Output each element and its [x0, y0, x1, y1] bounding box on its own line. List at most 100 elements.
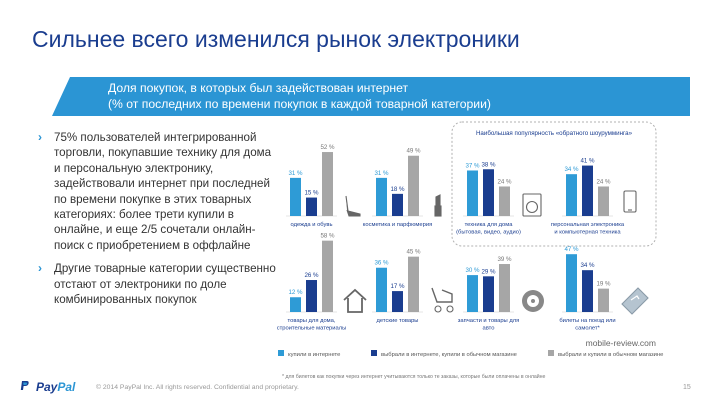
ticket-icon [621, 287, 649, 315]
bullet-list: › 75% пользователей интегрированной торг… [38, 130, 276, 315]
bar-group: 34 %41 % 24 % персональная электроника и ко… [551, 158, 637, 236]
data-label: 34 % [580, 262, 595, 269]
paypal-logo: PayPal [36, 380, 75, 394]
chevron-right-icon: › [38, 130, 42, 144]
data-label: 19 % [596, 281, 611, 288]
data-label: 15 % [304, 190, 319, 197]
slide-title: Сильнее всего изменился рынок электроник… [32, 26, 520, 52]
legend-swatch [548, 350, 554, 356]
legend-label: выбрали и купили в обычном магазине [558, 352, 663, 358]
category-label: самолет* [575, 326, 600, 332]
bar-group: 31 % 15 % 52 % одежда и обувь [286, 144, 361, 228]
bar [467, 170, 478, 216]
category-label: запчасти и товары для [458, 318, 519, 324]
bar [376, 267, 387, 312]
bar [290, 177, 301, 216]
category-label: и компьютерная техника [554, 230, 621, 236]
bar [483, 169, 494, 216]
bar [499, 186, 510, 216]
bar [408, 155, 419, 216]
bar [392, 193, 403, 216]
banner-line-1: Доля покупок, в которых был задействован… [108, 81, 409, 95]
smartphone-icon [623, 190, 637, 213]
data-label: 26 % [304, 272, 319, 279]
stroller-wheel [446, 305, 454, 313]
bar-group: 12 % 26 % 58 % товары для дома, строительные… [277, 233, 367, 332]
category-label: строительные материалы [277, 326, 347, 332]
data-label: 47 % [564, 246, 579, 253]
category-label: техника для дома [465, 222, 514, 228]
bar [582, 270, 593, 312]
category-label: косметика и парфюмерия [363, 222, 432, 228]
subtitle-banner [52, 77, 690, 116]
bar-group: 31 % 18 % 49 % косметика и парфюмерия [363, 148, 442, 228]
bar [566, 174, 577, 216]
data-label: 49 % [406, 148, 421, 155]
legend-item: выбрали и купили в обычном магазине [548, 350, 663, 358]
legend-item: выбрали в интернете, купили в обычном ма… [371, 350, 517, 358]
data-label: 31 % [374, 170, 389, 177]
bar [582, 165, 593, 216]
category-label: товары для дома, [288, 318, 336, 324]
wheel-icon [522, 290, 544, 312]
data-label: 34 % [564, 166, 579, 173]
bar-group: 30 % 29 %39 % запчасти и товары для авто [458, 256, 544, 332]
bar [566, 254, 577, 312]
bar [408, 256, 419, 312]
chevron-right-icon: › [38, 261, 42, 276]
bar [598, 186, 609, 216]
lipstick-tip [435, 194, 441, 207]
machine-body [522, 193, 542, 217]
bullet-item: › 75% пользователей интегрированной торг… [38, 130, 276, 253]
data-label: 31 % [288, 170, 303, 177]
bullet-text: Другие товарные категории существенно от… [54, 262, 276, 307]
category-label: персональная электроника [551, 222, 625, 228]
data-label: 30 % [465, 267, 480, 274]
data-label: 52 % [320, 144, 335, 151]
footnote: * для билетов как покупки через интернет… [282, 373, 546, 380]
data-label: 24 % [596, 178, 611, 185]
bullet-item: › Другие товарные категории существенно … [38, 261, 276, 307]
ticket-shape [621, 287, 649, 315]
bar [306, 197, 317, 216]
data-label: 39 % [497, 256, 512, 263]
banner-text: Доля покупок, в которых был задействован… [108, 80, 491, 112]
paypal-logo-icon [20, 381, 29, 390]
bar-group: 47 % 34 % 19 % билеты на поезд или самолет* [559, 246, 649, 332]
ticket-plane [630, 295, 640, 301]
bar [322, 152, 333, 216]
paypal-logo-text-pal: Pal [57, 380, 76, 394]
house-shape [343, 288, 367, 313]
stroller-icon [431, 287, 454, 313]
bar [392, 291, 403, 312]
machine-door [525, 200, 539, 214]
category-label: одежда и обувь [291, 222, 333, 228]
showrooming-box-title: Наибольшая популярность «обратного шоуру… [476, 130, 633, 137]
bar [322, 240, 333, 312]
stroller-frame [431, 287, 453, 303]
category-label: (бытовая, видео, аудио) [456, 230, 521, 236]
banner-line-2: (% от последних по времени покупок в каж… [108, 97, 491, 111]
data-label: 38 % [481, 161, 496, 168]
data-label: 17 % [390, 283, 405, 290]
bar-group: 36 % 17 % 45 % детские товары [372, 249, 454, 324]
bar-group: 37 % 38 % 24 % техника для дома (бытовая, ви… [456, 161, 542, 236]
data-label: 24 % [497, 178, 512, 185]
data-label: 29 % [481, 268, 496, 275]
data-label: 37 % [465, 162, 480, 169]
legend-swatch [278, 350, 284, 356]
bar [499, 264, 510, 312]
shoe-shape [345, 195, 361, 217]
data-label: 12 % [288, 289, 303, 296]
bar [306, 280, 317, 312]
house-icon [343, 288, 367, 313]
lipstick-icon [434, 194, 442, 217]
bar [376, 177, 387, 216]
showrooming-highlight-box [451, 121, 657, 247]
legend-item: купили в интернете [278, 350, 340, 358]
bar [290, 297, 301, 312]
copyright-text: © 2014 PayPal Inc. All rights reserved. … [96, 384, 299, 391]
legend-label: выбрали в интернете, купили в обычном ма… [381, 352, 517, 358]
data-label: 36 % [374, 260, 389, 267]
